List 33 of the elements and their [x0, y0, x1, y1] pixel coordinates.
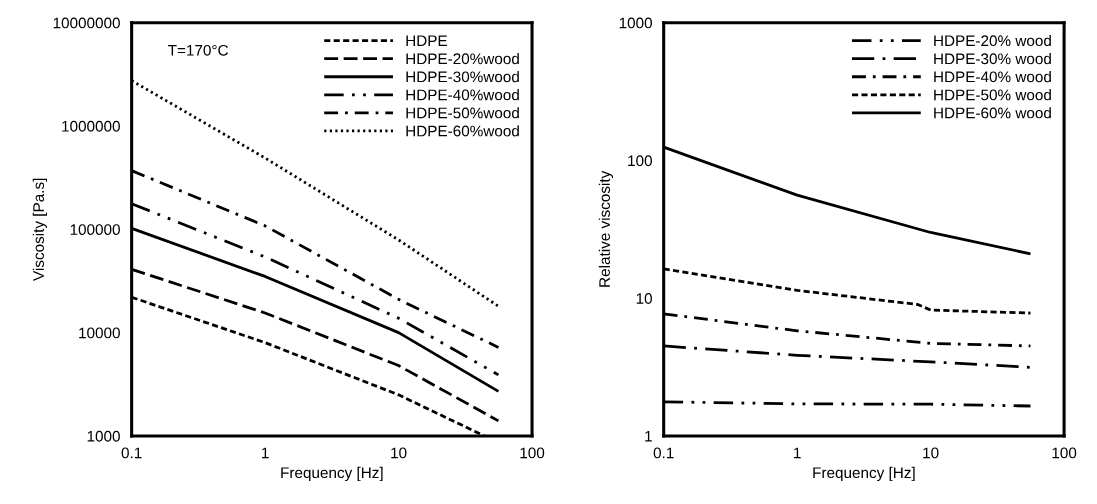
legend-label: HDPE-60%wood	[406, 125, 519, 137]
y-tick-label: 1000	[87, 430, 120, 442]
x-tick-label: 10	[391, 447, 407, 459]
x-tick-label: 100	[520, 447, 545, 459]
y-axis-title: Viscosity [Pa.s]	[32, 178, 48, 281]
y-tick-label: 1000	[619, 17, 652, 29]
x-tick-label: 100	[1052, 447, 1077, 459]
y-tick-label: 10000	[79, 327, 120, 339]
y-axis-title: Relative viscosity	[598, 170, 614, 287]
x-tick-label: 0.1	[121, 447, 142, 459]
y-tick-label: 100	[628, 155, 652, 167]
x-axis-title: Frequency [Hz]	[281, 466, 383, 482]
legend-label: HDPE-20%wood	[406, 52, 519, 65]
x-tick-label: 1	[262, 447, 269, 459]
y-tick-label: 1000000	[62, 120, 120, 132]
legend-label: HDPE-40%wood	[406, 89, 519, 101]
annotation: T=170°C	[168, 44, 228, 56]
legend-label: HDPE-50%wood	[406, 107, 519, 119]
x-tick-label: 0.1	[653, 447, 674, 459]
y-tick-label: 10	[636, 293, 652, 304]
y-tick-label: 100000	[70, 224, 120, 236]
legend-label: HDPE-60% wood	[934, 107, 1051, 119]
x-axis-title: Frequency [Hz]	[813, 466, 915, 482]
y-tick-label: 10000000	[53, 17, 120, 29]
x-tick-label: 1	[794, 447, 801, 459]
legend-label: HDPE-30%wood	[406, 71, 519, 83]
legend-label: HDPE	[406, 35, 447, 46]
legend-label: HDPE-50% wood	[934, 89, 1051, 101]
legend-label: HDPE-30% wood	[934, 52, 1051, 65]
y-tick-label: 1	[645, 430, 652, 442]
legend-label: HDPE-20% wood	[934, 34, 1051, 47]
legend-label: HDPE-40% wood	[934, 71, 1051, 83]
x-tick-label: 10	[923, 447, 939, 459]
